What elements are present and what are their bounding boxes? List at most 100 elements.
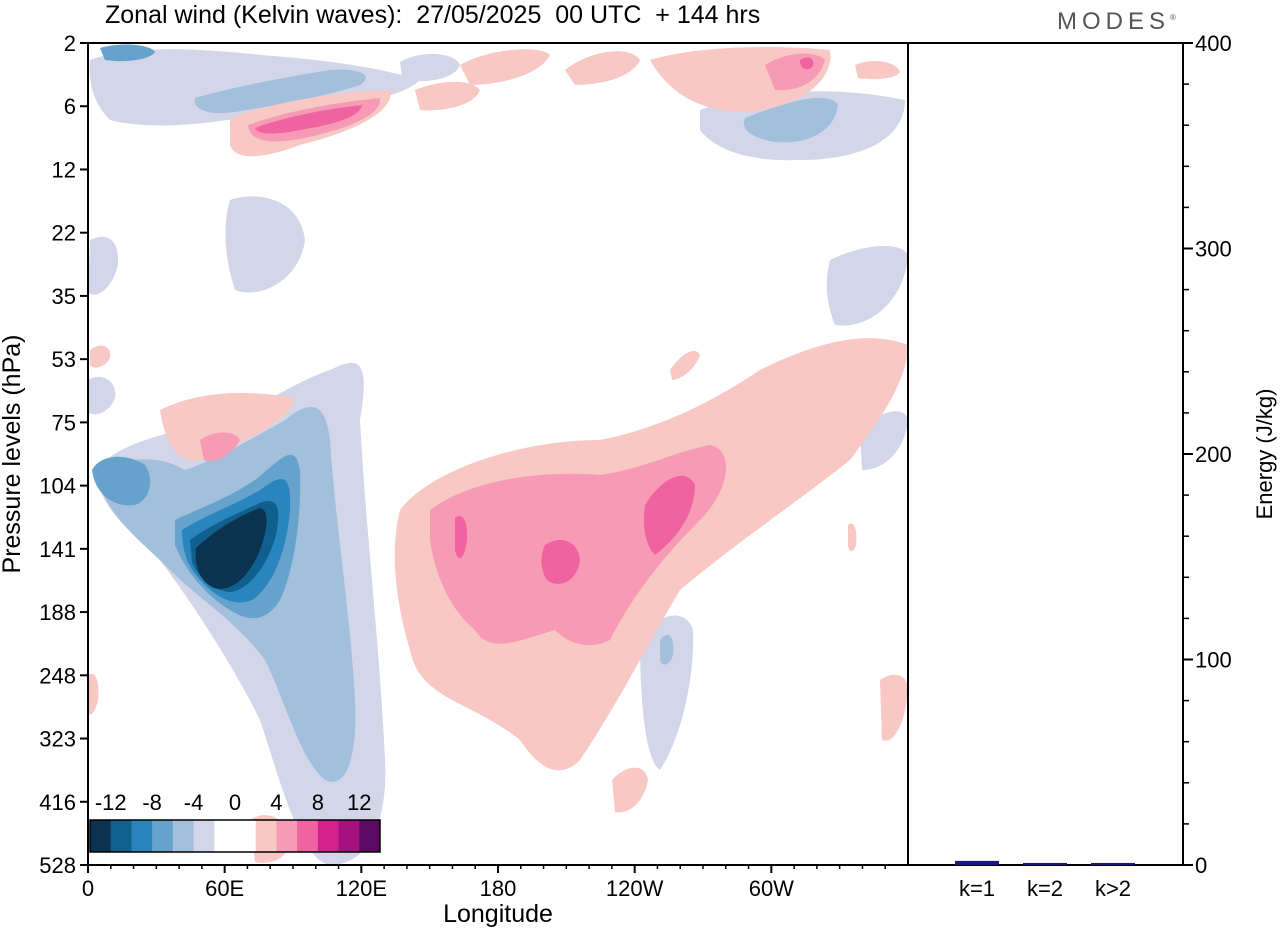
pos-region-west — [160, 393, 295, 461]
colorbar-labels: -12 -8 -4 0 4 8 12 — [95, 790, 372, 815]
neg-upper-east-in — [743, 97, 838, 143]
x-tick-label: 0 — [82, 876, 94, 901]
y-tick-label: 248 — [39, 663, 76, 688]
y-tick-label: 141 — [39, 537, 76, 562]
colorbar-swatch — [214, 820, 236, 852]
x-tick-label: 60W — [749, 876, 794, 901]
colorbar-label: 0 — [229, 790, 241, 815]
energy-y-axis: 0 100 200 300 400 — [1183, 31, 1232, 878]
y-tick-label: 416 — [39, 790, 76, 815]
colorbar-swatch — [297, 820, 319, 852]
energy-axis-label: Energy (J/kg) — [1252, 389, 1277, 520]
pos-region-core-2 — [455, 516, 468, 559]
y-tick-label: 528 — [39, 853, 76, 878]
pos-east-lower — [880, 674, 908, 741]
y-tick-label: 12 — [52, 157, 76, 182]
neg-mid-1 — [88, 236, 119, 295]
x-axis-label: Longitude — [443, 900, 553, 928]
pos-mid-53 — [670, 350, 700, 380]
colorbar-swatch — [110, 820, 132, 852]
colorbar-swatch — [172, 820, 195, 852]
brand-mark: ® — [1170, 13, 1176, 22]
neg-region-west-outer — [88, 376, 116, 415]
energy-tick-label: 400 — [1195, 31, 1232, 56]
chart-title: Zonal wind (Kelvin waves): 27/05/2025 00… — [105, 1, 761, 29]
x-axis: 0 60E 120E 180 120W 60W — [82, 865, 886, 901]
colorbar-label: 12 — [347, 790, 371, 815]
energy-tick-label: 200 — [1195, 442, 1232, 467]
energy-tick-label: 100 — [1195, 648, 1232, 673]
colorbar-swatch — [255, 820, 277, 852]
y-tick-label: 6 — [64, 94, 76, 119]
pos-region-lower — [612, 767, 648, 813]
y-tick-label: 323 — [39, 727, 76, 752]
brand-logo: MODES® — [1057, 8, 1176, 36]
x-tick-label: 180 — [480, 876, 517, 901]
y-tick-label: 53 — [52, 347, 76, 372]
colorbar-label: -8 — [142, 790, 162, 815]
colorbar-swatch — [338, 820, 360, 852]
colorbar-swatch — [359, 820, 381, 852]
energy-category-label: k=1 — [959, 876, 995, 901]
energy-category-label: k=2 — [1027, 876, 1063, 901]
energy-tick-label: 0 — [1195, 853, 1207, 878]
colorbar-label: 4 — [270, 790, 282, 815]
colorbar-swatch — [131, 820, 153, 852]
y-tick-label: 188 — [39, 600, 76, 625]
colorbar-swatch — [152, 820, 174, 852]
field-shapes — [88, 44, 908, 865]
energy-categories: k=1 k=2 k>2 — [959, 876, 1131, 901]
x-tick-label: 120W — [606, 876, 664, 901]
neg-pacific-lower-in — [660, 635, 674, 665]
energy-bar — [955, 860, 999, 865]
energy-bars — [955, 860, 1135, 865]
neg-upper-2 — [194, 69, 366, 114]
pos-upper-4 — [415, 81, 480, 111]
colorbar-swatch — [90, 820, 112, 852]
neg-upper-4 — [400, 54, 460, 82]
y-tick-label: 75 — [52, 410, 76, 435]
pos-region-53 — [90, 345, 111, 368]
energy-tick-label: 300 — [1195, 237, 1232, 262]
neg-upper-3 — [100, 44, 155, 62]
neg-east-mid — [826, 245, 908, 326]
pos-lower-left — [88, 673, 99, 715]
pos-region-core-3 — [643, 475, 695, 555]
pos-upper-3 — [255, 105, 362, 134]
pos-region-west-in — [200, 432, 240, 462]
y-tick-label: 104 — [39, 474, 76, 499]
energy-category-label: k>2 — [1095, 876, 1131, 901]
colorbar — [89, 819, 381, 853]
y-tick-label: 22 — [52, 221, 76, 246]
colorbar-frame — [89, 819, 381, 853]
colorbar-label: -12 — [95, 790, 127, 815]
colorbar-swatch — [276, 820, 298, 852]
x-tick-label: 120E — [336, 876, 387, 901]
colorbar-label: -4 — [184, 790, 204, 815]
neg-pacific-lower — [640, 615, 694, 770]
energy-frame — [907, 42, 1184, 866]
pos-east-dot — [847, 523, 857, 552]
heatmap-field — [88, 43, 908, 865]
y-axis-label: Pressure levels (hPa) — [0, 335, 26, 574]
pos-region-core-1 — [541, 540, 580, 584]
y-tick-label: 35 — [52, 284, 76, 309]
brand-text: MODES — [1057, 8, 1171, 35]
colorbar-label: 8 — [312, 790, 324, 815]
pos-upper-5 — [460, 49, 550, 85]
y-axis: 2 6 12 22 35 53 75 104 141 188 248 323 416 528 — [39, 31, 88, 878]
x-tick-label: 60E — [205, 876, 244, 901]
y-tick-label: 2 — [64, 31, 76, 56]
energy-bar — [1091, 862, 1135, 865]
pos-upper-6 — [565, 51, 640, 85]
pos-upper-9 — [800, 57, 814, 70]
colorbar-swatch — [235, 820, 257, 852]
pos-upper-10 — [855, 60, 900, 80]
neg-mid-2 — [225, 196, 305, 293]
neg-region-west — [92, 456, 151, 506]
colorbar-swatch — [193, 820, 215, 852]
colorbar-swatch — [317, 820, 340, 852]
energy-bar — [1023, 862, 1067, 865]
neg-region-core — [195, 508, 267, 589]
